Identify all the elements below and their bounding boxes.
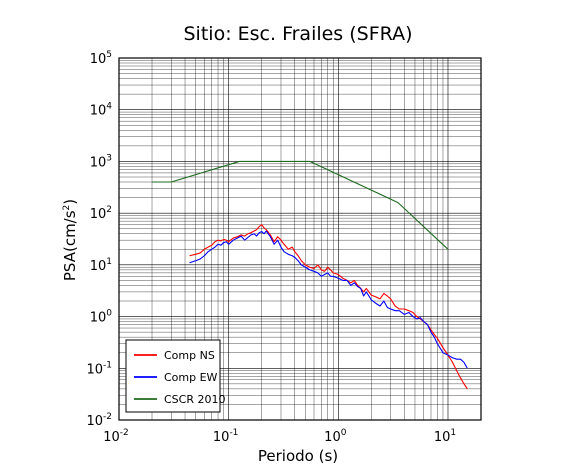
series-group [152, 160, 468, 390]
series-line-1 [189, 224, 468, 390]
series-line-3 [152, 160, 449, 250]
x-tick-label: 101 [434, 428, 456, 445]
legend: Comp NS Comp EW CSCR 2010 [125, 339, 225, 413]
series-line-2 [189, 230, 468, 369]
y-tick-label: 104 [90, 102, 113, 119]
x-tick-label: 10-1 [213, 428, 239, 445]
y-axis-label-main: PSA(cm/s [61, 210, 79, 281]
y-tick-label: 100 [90, 309, 113, 326]
x-axis-label: Periodo (s) [258, 447, 338, 465]
tick-labels: 10-2 10-1 100 101 10-2 10-1 100 101 102 103 104 105 [86, 50, 456, 445]
y-axis-label: PSA(cm/s2) [61, 199, 79, 281]
y-tick-label: 105 [90, 50, 112, 67]
y-tick-label: 10-1 [86, 360, 112, 377]
legend-label: CSCR 2010 [164, 393, 225, 406]
y-axis-label-sup: 2 [62, 205, 72, 211]
legend-box [125, 339, 221, 413]
plot-frame [118, 57, 482, 421]
y-tick-label: 102 [90, 205, 112, 222]
y-tick-label: 101 [90, 257, 112, 274]
legend-label: Comp NS [164, 349, 215, 362]
x-tick-label: 100 [324, 428, 347, 445]
x-tick-label: 10-2 [103, 428, 129, 445]
y-axis-label-close: ) [61, 199, 79, 205]
y-tick-label: 103 [90, 153, 112, 170]
chart-title: Sitio: Esc. Frailes (SFRA) [184, 23, 413, 45]
y-tick-label: 10-2 [86, 412, 112, 429]
legend-label: Comp EW [164, 371, 218, 384]
